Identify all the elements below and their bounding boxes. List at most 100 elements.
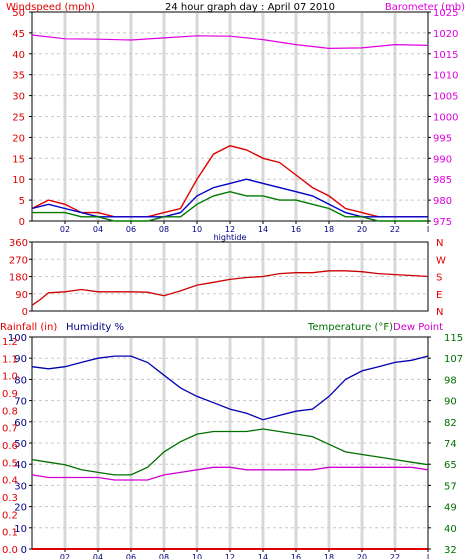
x-tick-label: 06 xyxy=(126,553,136,559)
left-tick-label: 0 xyxy=(19,217,25,228)
humidity-tick-label: 10 xyxy=(14,524,27,535)
chart-title: 24 hour graph day : April 07 2010 xyxy=(165,2,335,13)
rain-tick-label: 1.1 xyxy=(2,354,18,365)
x-tick-label: 06 xyxy=(126,225,136,234)
rain-tick-label: 0.6 xyxy=(2,441,18,452)
rain-tick-label: 1.0 xyxy=(2,372,18,383)
x-tick-label: 18 xyxy=(324,553,334,559)
x-tick-label: 12 xyxy=(225,553,235,559)
humidity-tick-label: 90 xyxy=(14,354,27,365)
humidity-tick-label: 0 xyxy=(21,545,27,556)
temp-tick-label: 40 xyxy=(444,524,457,535)
rain-tick-label: 0.0 xyxy=(2,545,18,556)
x-tick-label: 10 xyxy=(192,225,202,234)
left-axis-title: Windspeed (mph) xyxy=(6,2,95,13)
temp-tick-label: 90 xyxy=(444,397,457,408)
x-tick-label: 16 xyxy=(291,553,301,559)
x-tick-label: 12 xyxy=(225,225,235,234)
x-tick-label: 18 xyxy=(324,225,334,234)
right-tick-label: 985 xyxy=(433,175,452,186)
dir-tick-label: 360 xyxy=(9,238,28,249)
rain-tick-label: 0.1 xyxy=(2,528,18,539)
x-tick-label: 04 xyxy=(93,553,103,559)
compass-label: N xyxy=(436,238,443,249)
left-tick-label: 20 xyxy=(12,133,25,144)
right-tick-label: 995 xyxy=(433,133,452,144)
x-tick-label: 22 xyxy=(390,553,400,559)
series-humidity- xyxy=(31,355,429,421)
temp-tick-label: 107 xyxy=(444,354,463,365)
series-temperature-f- xyxy=(31,428,429,476)
x-tick-label: 02 xyxy=(60,553,70,559)
right-tick-label: 1010 xyxy=(433,71,458,82)
temp-tick-label: 115 xyxy=(444,333,463,344)
left-tick-label: 30 xyxy=(12,92,25,103)
temp-tick-label: 82 xyxy=(444,418,457,429)
dir-tick-label: 270 xyxy=(9,255,28,266)
series-windspeed-mph- xyxy=(31,145,428,218)
humidity-axis-title: Humidity % xyxy=(66,322,124,333)
x-axis-label: hightide xyxy=(214,233,247,242)
x-tick-label: 10 xyxy=(192,553,202,559)
right-tick-label: 990 xyxy=(433,154,452,165)
x-tick-label: 08 xyxy=(159,225,169,234)
x-tick-label: 08 xyxy=(159,553,169,559)
right-tick-label: 1020 xyxy=(433,29,458,40)
dir-tick-label: 180 xyxy=(9,273,28,284)
temperature-axis-title: Temperature (°F) xyxy=(307,322,393,333)
right-tick-label: 975 xyxy=(433,217,452,228)
left-tick-label: 15 xyxy=(12,154,25,165)
left-tick-label: 5 xyxy=(19,196,25,207)
series-dew-point xyxy=(31,466,429,481)
x-tick-label: 20 xyxy=(357,225,367,234)
humidity-tick-label: 70 xyxy=(14,397,27,408)
left-tick-label: 25 xyxy=(12,113,25,124)
temp-tick-label: 32 xyxy=(444,545,457,556)
humidity-tick-label: 100 xyxy=(8,333,27,344)
x-tick-label: 16 xyxy=(291,225,301,234)
rain-tick-label: 0.4 xyxy=(2,476,18,487)
right-tick-label: 1025 xyxy=(433,8,458,19)
rainfall-axis-title: Rainfall (in) xyxy=(0,322,57,333)
x-tick-label: 20 xyxy=(357,553,367,559)
series-barometer-mb- xyxy=(31,34,429,50)
temp-tick-label: 65 xyxy=(444,460,457,471)
temp-tick-label: 57 xyxy=(444,481,457,492)
rain-tick-label: 0.7 xyxy=(2,424,18,435)
dir-tick-label: 0 xyxy=(22,307,28,318)
compass-label: E xyxy=(436,290,442,301)
left-tick-label: 50 xyxy=(12,8,25,19)
temp-tick-label: 74 xyxy=(444,439,457,450)
right-tick-label: 980 xyxy=(433,196,452,207)
humidity-tick-label: 50 xyxy=(14,439,27,450)
rain-tick-label: 0.5 xyxy=(2,458,18,469)
compass-label: W xyxy=(436,255,446,266)
right-tick-label: 1005 xyxy=(433,92,458,103)
left-tick-label: 45 xyxy=(12,29,25,40)
rain-tick-label: 0.8 xyxy=(2,406,18,417)
series-average xyxy=(32,190,428,222)
x-tick-label: 02 xyxy=(60,225,70,234)
dir-tick-label: 90 xyxy=(15,290,28,301)
compass-label: S xyxy=(436,273,442,284)
x-tick-label: 04 xyxy=(93,225,103,234)
rain-tick-label: 0.3 xyxy=(2,493,18,504)
humidity-tick-label: 40 xyxy=(14,460,27,471)
x-tick-label: 14 xyxy=(258,553,268,559)
temp-tick-label: 49 xyxy=(444,503,457,514)
x-tick-label: 22 xyxy=(390,225,400,234)
right-axis-title: Barometer (mb) xyxy=(385,2,465,13)
x-tick-label: I xyxy=(427,553,429,559)
right-tick-label: 1000 xyxy=(433,113,458,124)
dew-point-axis-title: Dew Point xyxy=(393,322,443,333)
humidity-tick-label: 60 xyxy=(14,418,27,429)
compass-label: N xyxy=(436,307,443,318)
series-wind-direction xyxy=(31,270,429,306)
x-tick-label: I xyxy=(427,225,429,234)
temp-tick-label: 98 xyxy=(444,375,457,386)
left-tick-label: 35 xyxy=(12,71,25,82)
humidity-tick-label: 80 xyxy=(14,375,27,386)
x-tick-label: 14 xyxy=(258,225,268,234)
humidity-tick-label: 20 xyxy=(14,503,27,514)
